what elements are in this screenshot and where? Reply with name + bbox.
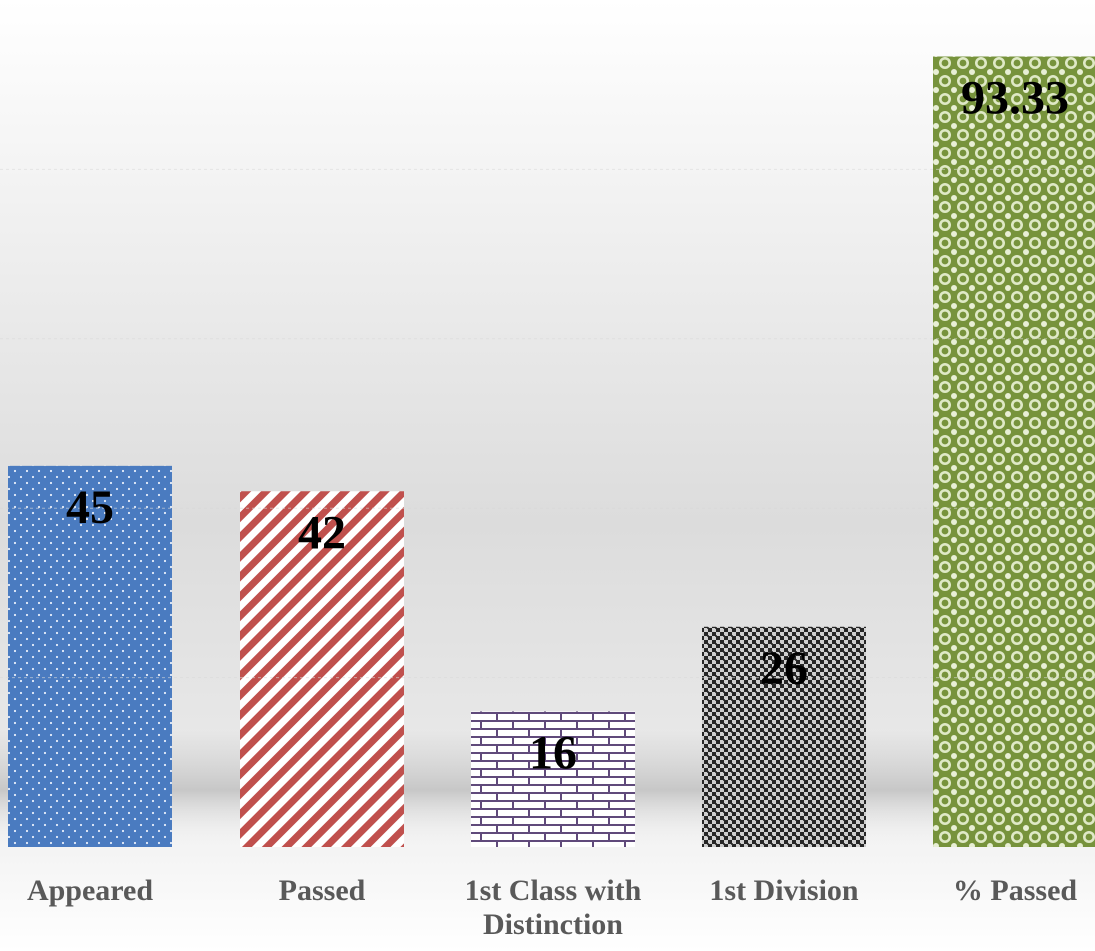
category-label-1st-class-with-distinction: 1st Class with Distinction bbox=[465, 874, 642, 941]
bar-1st-class-with-distinction bbox=[471, 711, 635, 847]
value-label-appeared: 45 bbox=[66, 481, 114, 534]
category-label-1st-division: 1st Division bbox=[709, 874, 859, 907]
bars bbox=[0, 56, 1095, 848]
bar-1st-division bbox=[702, 626, 866, 847]
category-label-passed: % Passed bbox=[953, 874, 1077, 907]
value-label-1st-class-with-distinction: 16 bbox=[529, 726, 577, 779]
bar-appeared bbox=[8, 465, 172, 847]
bar-passed bbox=[240, 491, 404, 847]
value-label-1st-division: 26 bbox=[760, 642, 808, 695]
value-labels: 45 42 16 26 93.33 bbox=[66, 71, 1069, 779]
category-labels: Appeared Passed 1st Class with Distinction 1… bbox=[27, 874, 1077, 941]
category-label-passed: Passed bbox=[279, 874, 366, 907]
value-label-passed: 42 bbox=[298, 506, 346, 559]
category-label-appeared: Appeared bbox=[27, 874, 153, 907]
value-label-passed: 93.33 bbox=[961, 71, 1069, 124]
bar-passed bbox=[933, 56, 1095, 848]
